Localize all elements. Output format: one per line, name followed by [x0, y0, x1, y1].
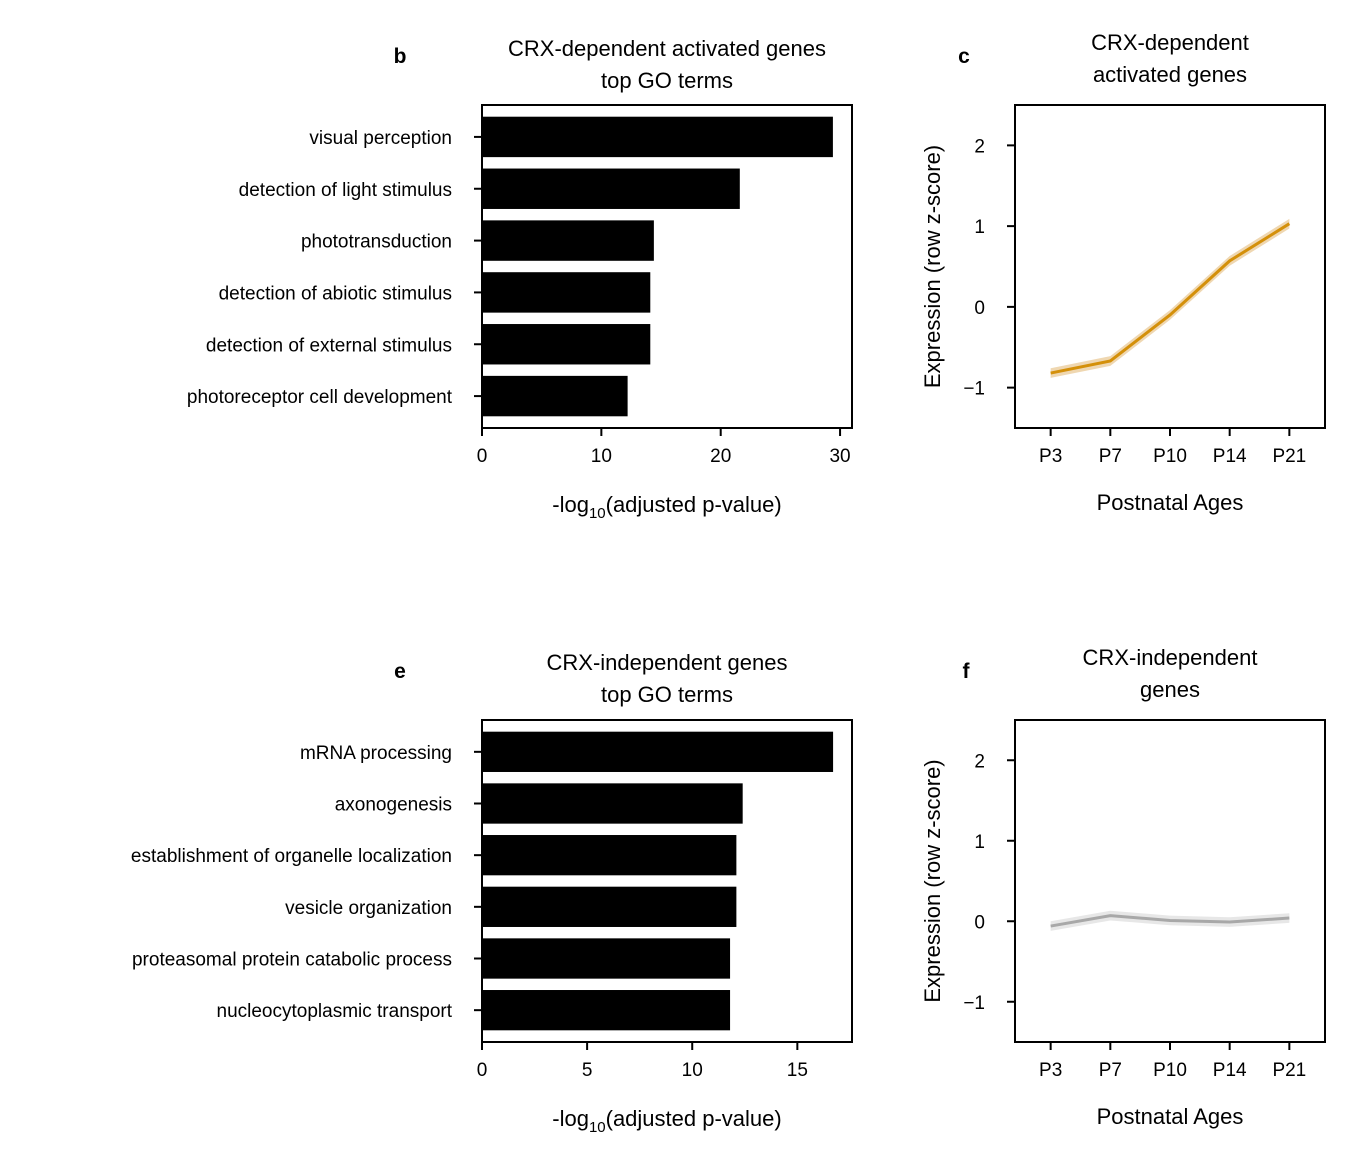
x-tick-label: P14 — [1213, 1060, 1247, 1081]
x-tick-label: 10 — [682, 1060, 703, 1081]
category-label: detection of external stimulus — [206, 335, 452, 356]
axes-frame — [481, 104, 853, 429]
x-tick-label: 15 — [787, 1060, 808, 1081]
category-label: nucleocytoplasmic transport — [217, 1001, 453, 1022]
category-label: detection of light stimulus — [239, 180, 452, 201]
x-axis-label: Postnatal Ages — [1097, 490, 1244, 515]
x-tick-label: 0 — [477, 446, 488, 467]
chart-title-line: CRX-independent — [1083, 645, 1258, 670]
category-label: establishment of organelle localization — [131, 846, 452, 867]
panel-c-line-chart: c CRX-dependent activated genes P3 P7 P10 P14 P… — [920, 30, 1326, 515]
confidence-band — [1050, 218, 1290, 378]
category-label: detection of abiotic stimulus — [219, 283, 452, 304]
category-label: phototransduction — [301, 232, 452, 253]
axes-frame — [1014, 719, 1326, 1043]
chart-title-line: genes — [1140, 677, 1200, 702]
x-tick-label: 0 — [477, 1060, 488, 1081]
x-tick-label: P10 — [1153, 446, 1187, 467]
category-label: mRNA processing — [300, 743, 452, 764]
x-axis-label: -log10(adjusted p-value) — [552, 492, 781, 522]
bar — [482, 990, 731, 1031]
x-tick-label: P3 — [1039, 1060, 1062, 1081]
bar — [482, 220, 654, 261]
bar — [482, 835, 737, 876]
panel-letter: c — [958, 45, 970, 68]
x-tick-label: 20 — [710, 446, 731, 467]
x-axis-label: Postnatal Ages — [1097, 1104, 1244, 1129]
x-tick-label: 5 — [582, 1060, 593, 1081]
bar — [482, 886, 737, 927]
category-label: visual perception — [309, 128, 452, 149]
y-tick-label: −1 — [963, 379, 985, 400]
axes-frame — [481, 719, 853, 1043]
chart-title-line: CRX-dependent — [1091, 30, 1249, 55]
bar — [482, 116, 833, 158]
y-tick-label: 1 — [974, 832, 985, 853]
bar — [482, 324, 651, 365]
x-tick-label: 10 — [591, 446, 612, 467]
x-axis-label: -log10(adjusted p-value) — [552, 1106, 781, 1136]
category-label: proteasomal protein catabolic process — [132, 950, 452, 971]
panel-b-bar-chart: b CRX-dependent activated genes top GO ter… — [187, 36, 853, 522]
x-tick-label: 30 — [829, 446, 850, 467]
y-tick-label: −1 — [963, 993, 985, 1014]
y-tick-label: 0 — [974, 912, 985, 933]
chart-title-line: top GO terms — [601, 68, 733, 93]
bar — [482, 783, 743, 824]
chart-title-line: CRX-dependent activated genes — [508, 36, 826, 61]
category-label: photoreceptor cell development — [187, 387, 453, 408]
bar — [482, 375, 628, 417]
category-label: axonogenesis — [335, 795, 452, 816]
y-tick-label: 2 — [974, 136, 985, 157]
bar — [482, 272, 651, 313]
panel-letter: e — [394, 660, 406, 683]
series-line — [1050, 222, 1291, 375]
x-tick-label: P14 — [1213, 446, 1247, 467]
x-tick-label: P10 — [1153, 1060, 1187, 1081]
bar — [482, 168, 740, 209]
panel-f-line-chart: f CRX-independent genes P3 P7 P10 P14 P21 −1 0 1 2 P… — [920, 645, 1326, 1129]
category-label: vesicle organization — [285, 898, 452, 919]
x-tick-label: P21 — [1272, 446, 1306, 467]
y-axis-label: Expression (row z-score) — [920, 145, 945, 388]
panel-letter: b — [394, 45, 407, 68]
series-line — [1050, 914, 1290, 928]
axes-frame — [1014, 104, 1326, 429]
y-tick-label: 1 — [974, 217, 985, 238]
x-tick-label: P7 — [1099, 446, 1122, 467]
bar — [482, 938, 731, 979]
y-tick-label: 2 — [974, 751, 985, 772]
chart-title-line: CRX-independent genes — [547, 650, 788, 675]
y-axis-label: Expression (row z-score) — [920, 759, 945, 1002]
y-tick-label: 0 — [974, 298, 985, 319]
bar — [482, 731, 834, 772]
panel-letter: f — [963, 660, 971, 683]
x-tick-label: P21 — [1272, 1060, 1306, 1081]
chart-title-line: activated genes — [1093, 62, 1247, 87]
panel-e-bar-chart: e CRX-independent genes top GO terms mRNA p… — [131, 650, 853, 1136]
x-tick-label: P3 — [1039, 446, 1062, 467]
chart-title-line: top GO terms — [601, 682, 733, 707]
x-tick-label: P7 — [1099, 1060, 1122, 1081]
